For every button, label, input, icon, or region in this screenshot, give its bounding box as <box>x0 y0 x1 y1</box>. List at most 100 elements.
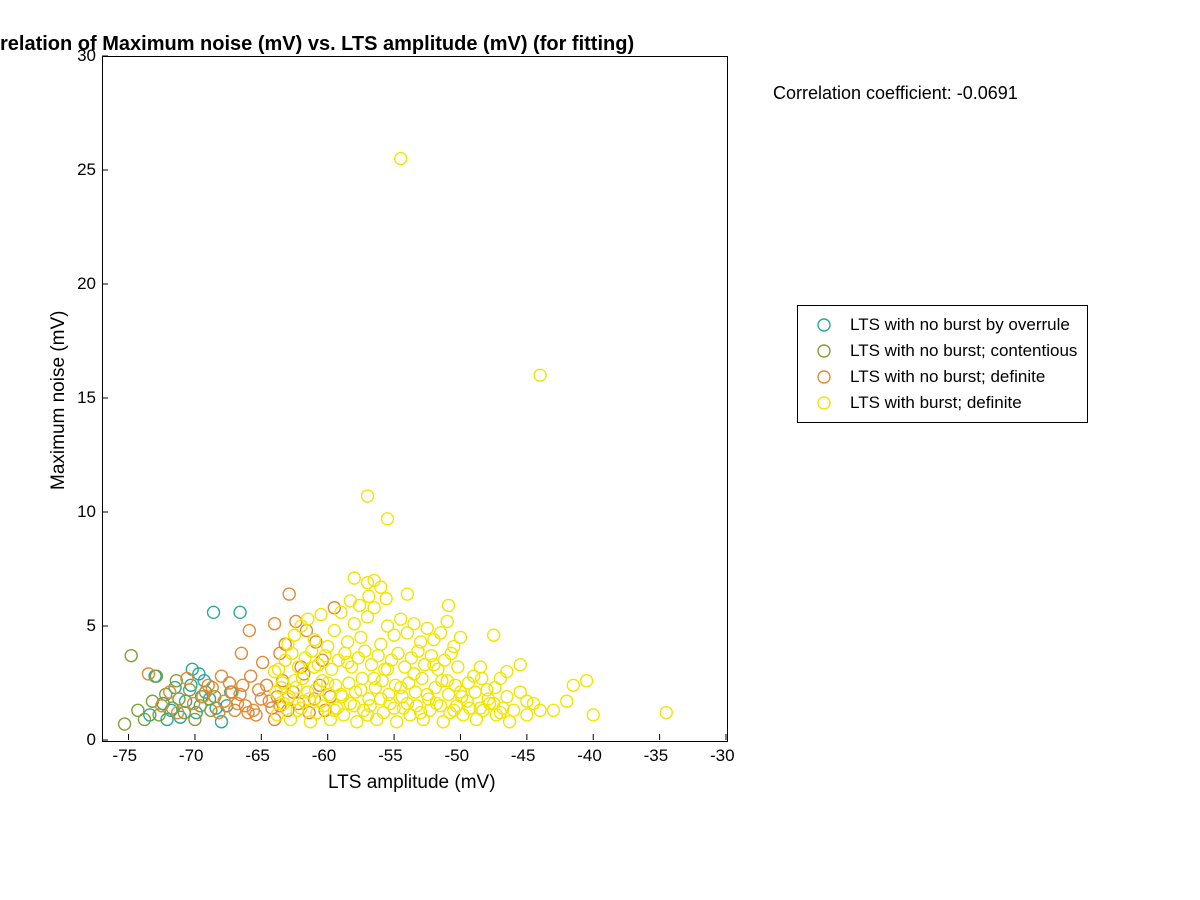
legend-item: LTS with no burst by overrule <box>808 312 1077 338</box>
data-point <box>257 656 269 668</box>
y-tick: 30 <box>56 46 96 66</box>
legend-marker <box>808 367 840 387</box>
data-point <box>269 713 281 725</box>
data-point <box>547 704 559 716</box>
data-point <box>351 716 363 728</box>
data-point <box>180 695 192 707</box>
data-point <box>328 625 340 637</box>
data-point <box>488 629 500 641</box>
data-point <box>489 682 501 694</box>
data-point <box>356 672 368 684</box>
data-point <box>392 647 404 659</box>
data-point <box>391 716 403 728</box>
x-tick: -65 <box>245 746 270 766</box>
data-point <box>521 709 533 721</box>
legend-item: LTS with burst; definite <box>808 390 1077 416</box>
data-point <box>494 672 506 684</box>
data-point <box>269 618 281 630</box>
data-point <box>119 718 131 730</box>
data-point <box>362 490 374 502</box>
data-point <box>514 659 526 671</box>
data-point <box>527 698 539 710</box>
data-point <box>363 590 375 602</box>
data-point <box>283 588 295 600</box>
x-tick: -35 <box>644 746 669 766</box>
data-point <box>457 709 469 721</box>
data-point <box>508 704 520 716</box>
data-point <box>344 698 356 710</box>
data-point <box>368 574 380 586</box>
data-point <box>476 672 488 684</box>
data-point <box>146 695 158 707</box>
x-tick: -30 <box>710 746 735 766</box>
y-tick: 0 <box>56 730 96 750</box>
data-point <box>234 606 246 618</box>
data-point <box>428 634 440 646</box>
legend-marker <box>808 315 840 335</box>
data-point <box>454 631 466 643</box>
data-point <box>330 679 342 691</box>
x-tick: -50 <box>444 746 469 766</box>
data-point <box>408 618 420 630</box>
x-tick: -60 <box>312 746 337 766</box>
data-point <box>445 647 457 659</box>
data-point <box>338 709 350 721</box>
y-tick: 5 <box>56 616 96 636</box>
data-point <box>439 654 451 666</box>
data-point <box>315 609 327 621</box>
legend-label: LTS with burst; definite <box>850 393 1022 413</box>
data-point <box>302 613 314 625</box>
data-point <box>521 695 533 707</box>
data-point <box>355 631 367 643</box>
data-point <box>660 707 672 719</box>
legend-label: LTS with no burst; contentious <box>850 341 1077 361</box>
data-point <box>561 695 573 707</box>
data-point <box>344 595 356 607</box>
legend-item: LTS with no burst; contentious <box>808 338 1077 364</box>
x-tick: -70 <box>179 746 204 766</box>
data-point <box>409 686 421 698</box>
data-point <box>125 650 137 662</box>
y-tick: 15 <box>56 388 96 408</box>
data-point <box>443 599 455 611</box>
data-point <box>381 513 393 525</box>
data-point <box>142 668 154 680</box>
x-tick: -40 <box>577 746 602 766</box>
data-point <box>501 666 513 678</box>
data-point <box>331 702 343 714</box>
data-point <box>395 153 407 165</box>
x-axis-label: LTS amplitude (mV) <box>328 772 496 794</box>
data-point <box>372 650 384 662</box>
data-point <box>375 638 387 650</box>
y-tick: 10 <box>56 502 96 522</box>
y-tick: 25 <box>56 160 96 180</box>
data-point <box>311 707 323 719</box>
x-tick: -75 <box>113 746 138 766</box>
data-point <box>429 682 441 694</box>
data-point <box>421 622 433 634</box>
legend-marker <box>808 393 840 413</box>
data-point <box>401 588 413 600</box>
data-point <box>435 627 447 639</box>
data-point <box>380 593 392 605</box>
legend-marker <box>808 341 840 361</box>
data-point <box>441 615 453 627</box>
data-point <box>534 704 546 716</box>
data-point <box>250 709 262 721</box>
data-point <box>376 675 388 687</box>
data-point <box>477 704 489 716</box>
data-point <box>490 709 502 721</box>
data-point <box>189 713 201 725</box>
legend: LTS with no burst by overrule LTS with no… <box>797 305 1088 423</box>
data-point <box>395 613 407 625</box>
x-tick: -55 <box>378 746 403 766</box>
legend-label: LTS with no burst; definite <box>850 367 1045 387</box>
data-point <box>371 713 383 725</box>
data-point <box>388 629 400 641</box>
data-point <box>235 647 247 659</box>
data-point <box>362 577 374 589</box>
data-point <box>405 652 417 664</box>
data-point <box>170 675 182 687</box>
data-point <box>348 572 360 584</box>
data-point <box>368 602 380 614</box>
